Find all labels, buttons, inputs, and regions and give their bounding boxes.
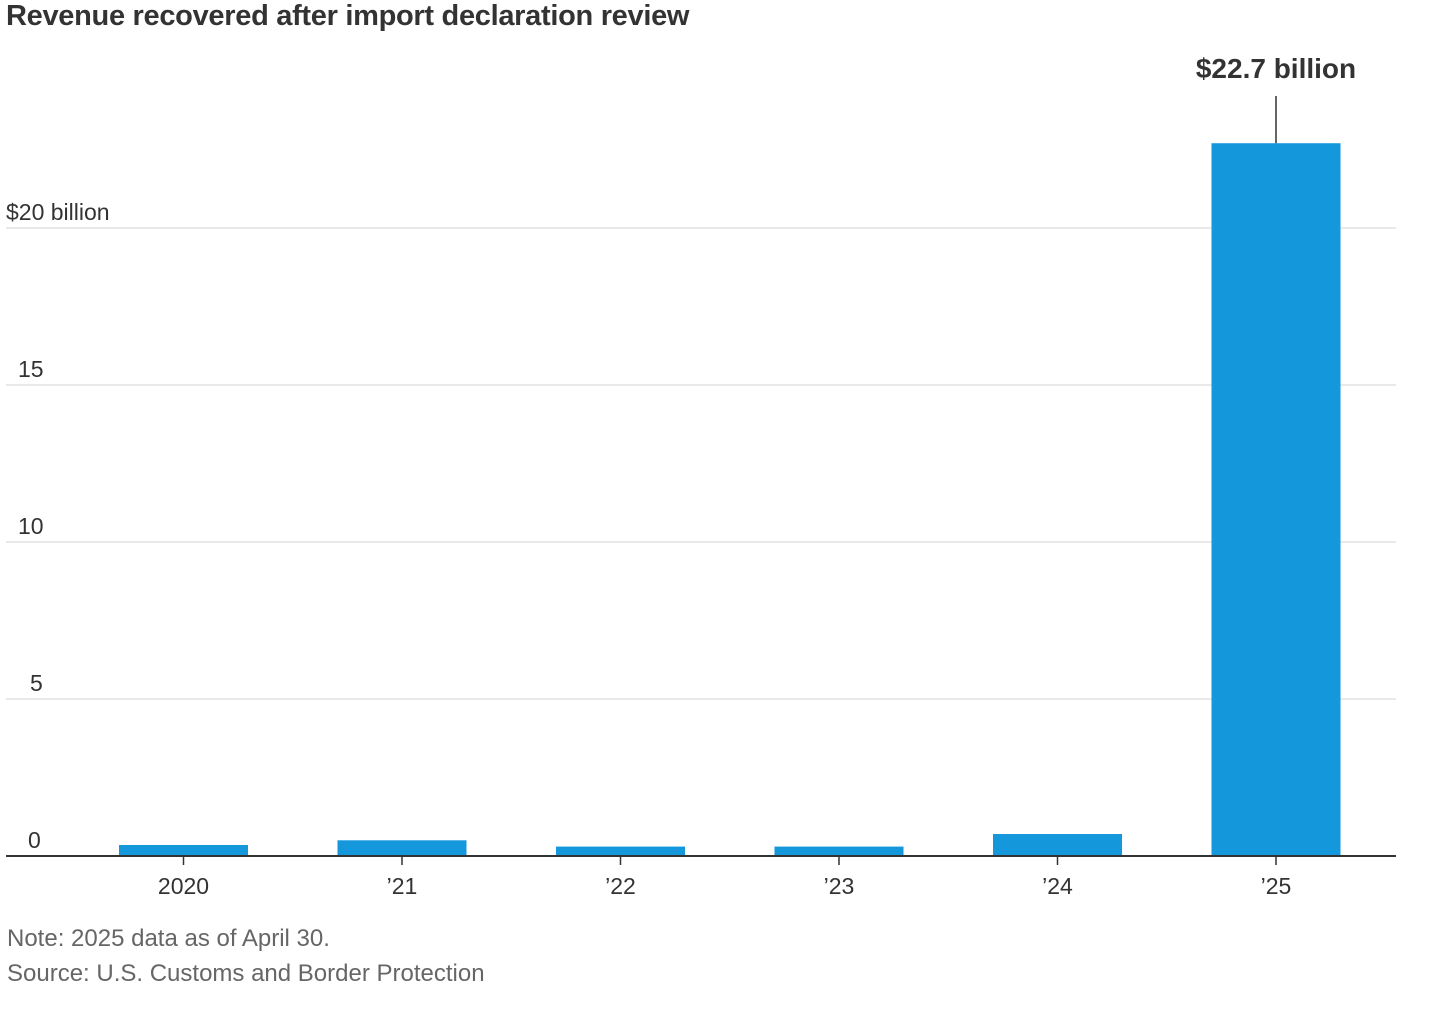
annotation-label: $22.7 billion [1196,53,1356,84]
bar-2 [556,846,685,856]
y-tick-label: 15 [18,356,44,382]
x-tick-label: ’23 [824,873,855,899]
bars [119,143,1341,857]
bar-4 [993,834,1122,856]
bar-0 [119,845,248,856]
chart-title: Revenue recovered after import declarati… [6,0,690,32]
x-tick-label: 2020 [158,873,209,899]
bar-5 [1211,143,1341,857]
annotation: $22.7 billion [1196,53,1356,144]
chart-source: Source: U.S. Customs and Border Protecti… [7,960,485,987]
bar-1 [337,840,467,856]
x-axis-ticks: 2020 ’21 ’22 ’23 ’24 ’25 [158,856,1291,899]
x-tick-label: ’24 [1042,873,1073,899]
y-tick-label: $20 billion [6,199,110,225]
y-tick-label: 10 [18,513,44,539]
x-tick-label: ’21 [387,873,418,899]
bar-3 [774,846,904,856]
x-tick-label: ’22 [605,873,636,899]
x-tick-label: ’25 [1261,873,1292,899]
y-tick-label: 0 [28,827,41,853]
chart-note: Note: 2025 data as of April 30. [7,925,330,952]
y-axis-ticks: 0 5 10 15 $20 billion [6,199,110,853]
bar-chart: 0 5 10 15 $20 billion 2020 ’21 ’22 ’23 ’24 ’25 $2… [6,53,1396,899]
gridlines [6,227,1396,700]
y-tick-label: 5 [30,670,43,696]
